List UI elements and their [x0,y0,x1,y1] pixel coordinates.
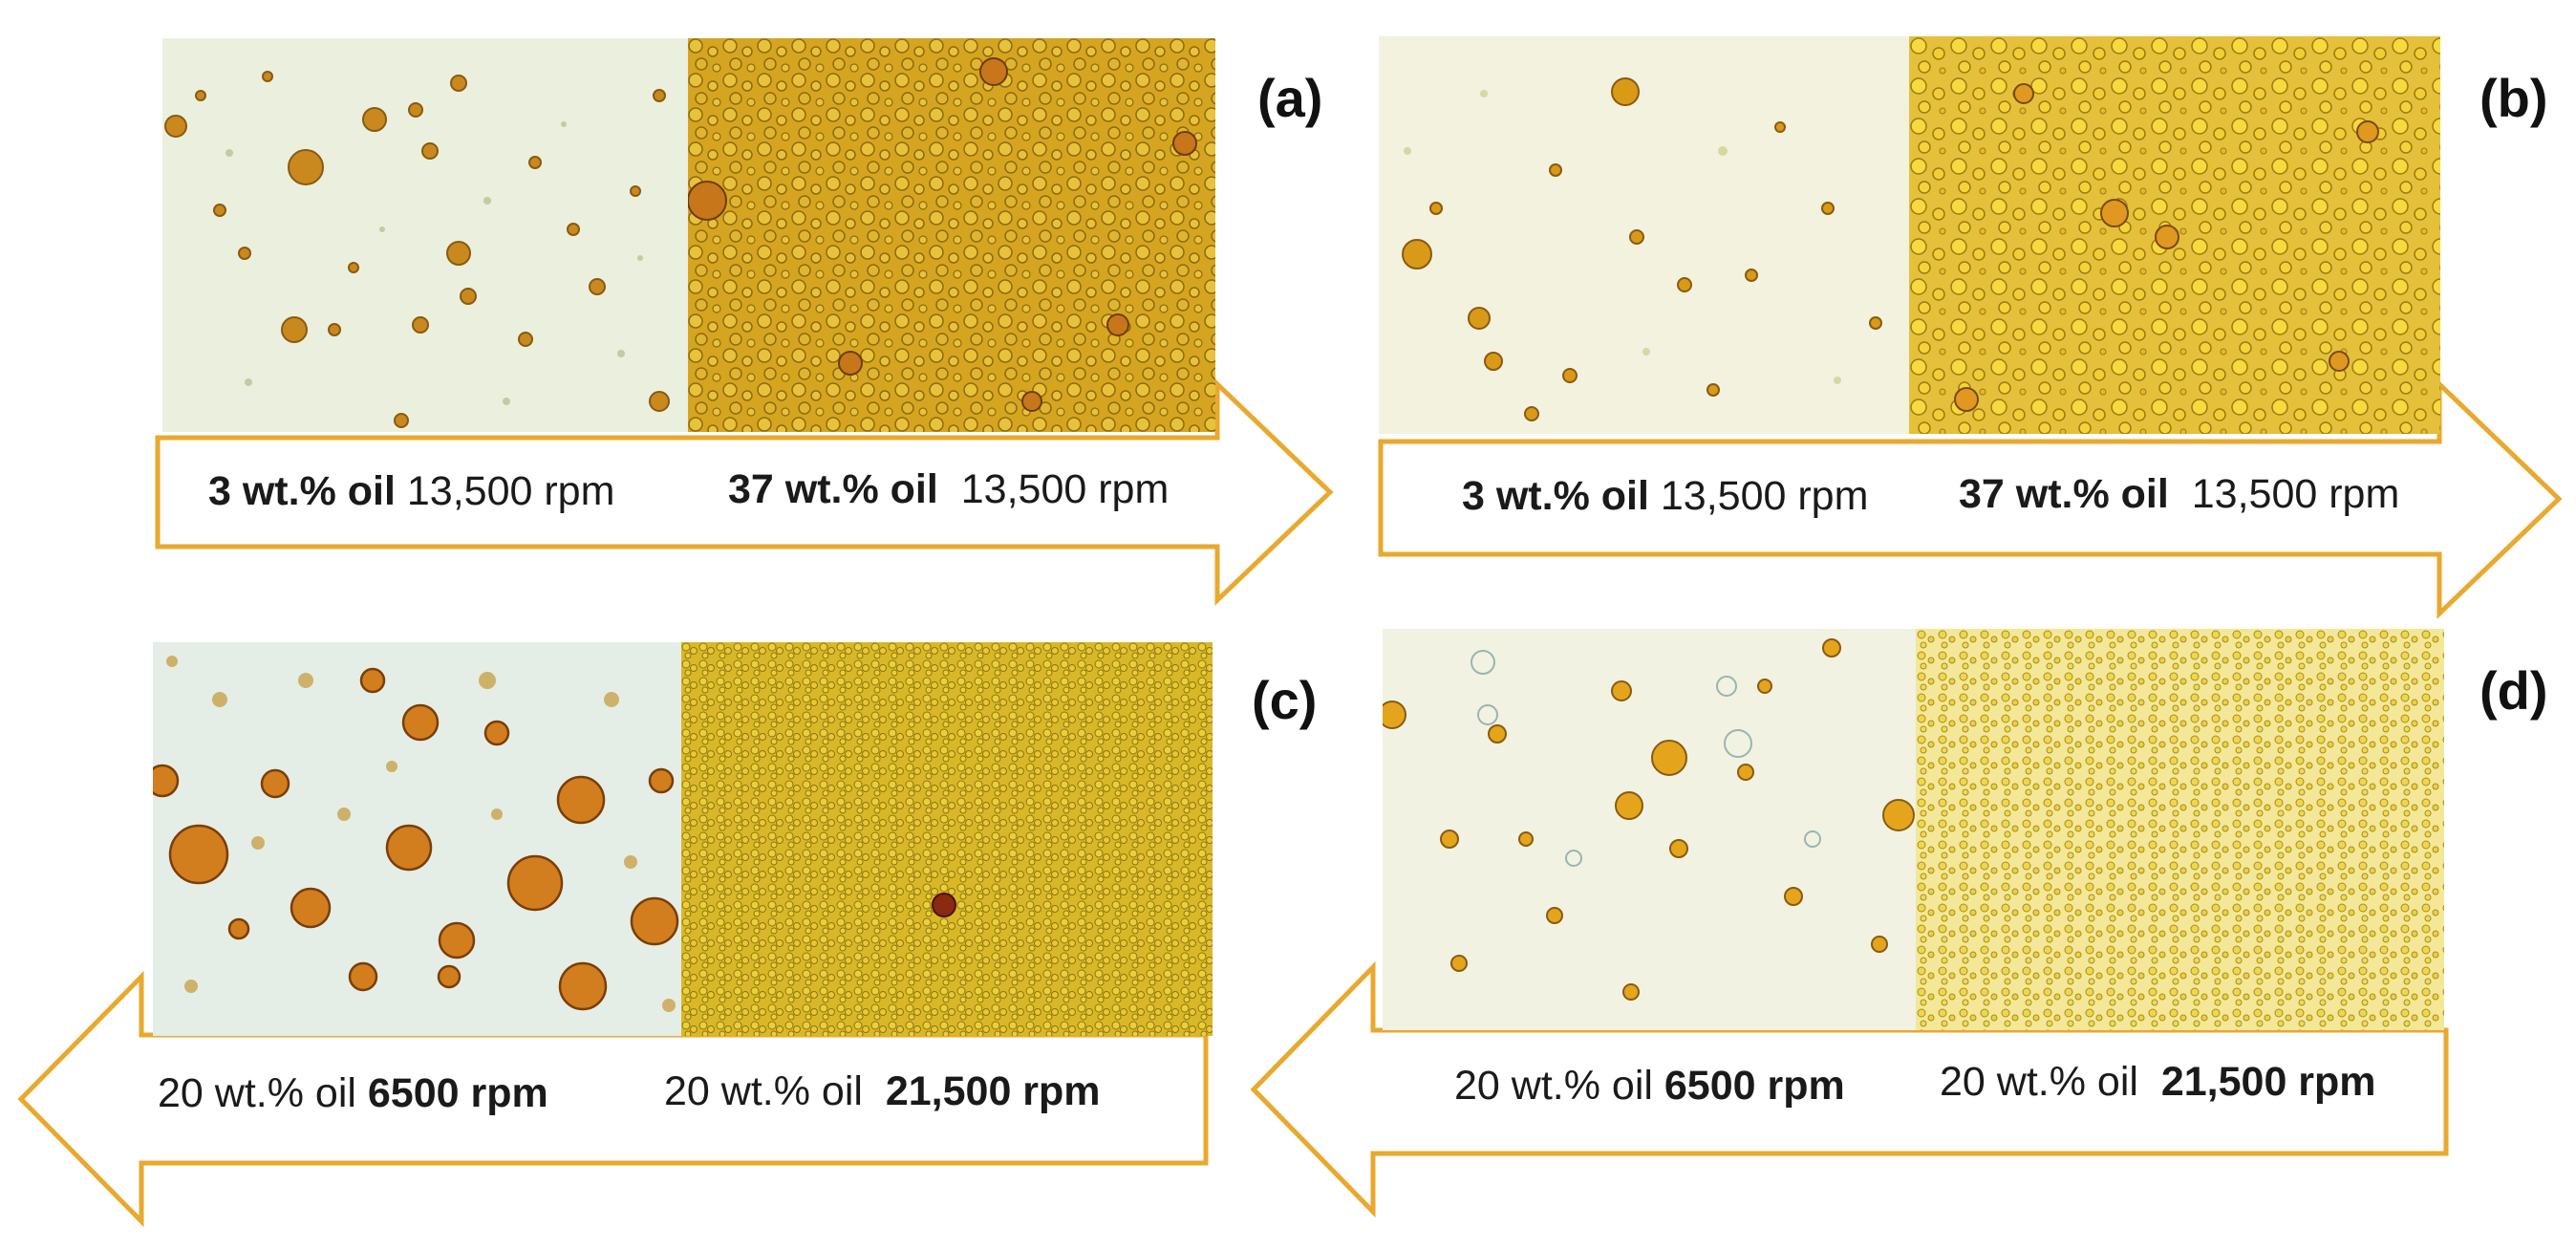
caption-b-right: 37 wt.% oil 13,500 rpm [1959,471,2399,518]
caption-b-right-speed: 13,500 rpm [2191,471,2400,517]
caption-b-left: 3 wt.% oil 13,500 rpm [1462,473,1868,520]
panel-label-c: (c) [1252,670,1318,730]
micrograph-b-37wt-oil [1909,36,2440,434]
caption-b-right-oil: 37 wt.% oil [1959,471,2169,517]
caption-c-left-oil: 20 wt.% oil [158,1070,356,1116]
caption-d-left-speed: 6500 rpm [1664,1063,1845,1109]
arrow-right-a [155,378,1334,606]
caption-d-right-speed: 21,500 rpm [2160,1059,2376,1105]
micrograph-c-21500rpm [681,642,1213,1036]
caption-c-right-oil: 20 wt.% oil [664,1068,863,1114]
caption-b-left-oil: 3 wt.% oil [1462,473,1649,519]
caption-a-right-speed: 13,500 rpm [960,466,1170,512]
caption-a-left-oil: 3 wt.% oil [208,468,396,514]
caption-a-left: 3 wt.% oil 13,500 rpm [208,468,614,515]
micrograph-a-37wt-oil [688,38,1215,432]
caption-c-left: 20 wt.% oil 6500 rpm [158,1070,548,1117]
panel-label-d: (d) [2479,660,2548,721]
arrow-left-c [17,970,1209,1228]
micrograph-b-3wt-oil [1379,36,1909,434]
caption-a-right-oil: 37 wt.% oil [728,466,938,512]
caption-c-left-speed: 6500 rpm [367,1070,548,1116]
caption-d-right: 20 wt.% oil 21,500 rpm [1940,1059,2376,1106]
arrow-left-d [1250,960,2449,1218]
panel-label-a: (a) [1257,68,1323,128]
caption-a-right: 37 wt.% oil 13,500 rpm [728,466,1169,513]
micrograph-a-3wt-oil [162,38,688,432]
caption-b-left-speed: 13,500 rpm [1660,473,1869,519]
micrograph-d-6500rpm [1383,629,1916,1030]
caption-a-left-speed: 13,500 rpm [406,468,615,514]
caption-d-left-oil: 20 wt.% oil [1454,1063,1653,1109]
caption-c-right: 20 wt.% oil 21,500 rpm [664,1068,1101,1115]
caption-d-right-oil: 20 wt.% oil [1940,1059,2138,1105]
micrograph-c-6500rpm [153,642,681,1036]
micrograph-d-21500rpm [1916,629,2444,1030]
panel-label-b: (b) [2479,68,2548,128]
caption-c-right-speed: 21,500 rpm [885,1068,1101,1114]
caption-d-left: 20 wt.% oil 6500 rpm [1454,1063,1845,1110]
